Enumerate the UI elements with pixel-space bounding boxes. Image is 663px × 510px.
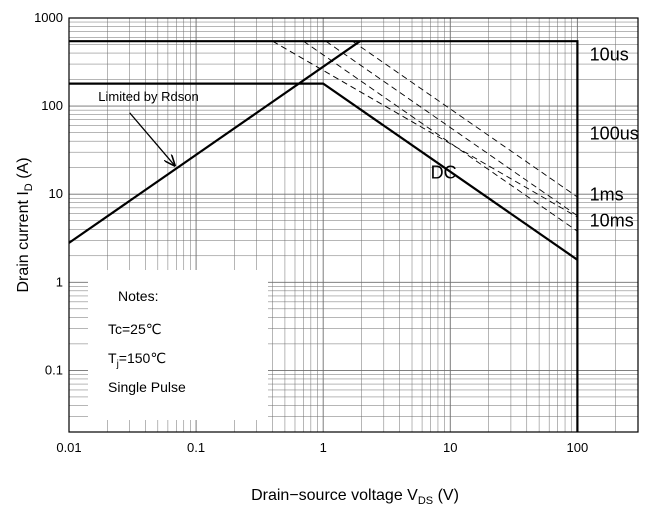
- x-tick-label: 1: [320, 440, 327, 455]
- series-10us-dashed: [272, 40, 578, 218]
- series-dc-line: [69, 82, 579, 261]
- annotations: 10us 100us 1ms 10ms DC Limited by Rdson: [98, 44, 638, 230]
- notes-title: Notes:: [118, 288, 158, 304]
- y-axis-title: Drain current ID (A): [15, 157, 35, 292]
- series-limited-by-rdson-line: [68, 40, 361, 244]
- series-10ms-dashed: [352, 40, 578, 198]
- x-tick-label: 100: [567, 440, 589, 455]
- x-axis-title-unit: (V): [433, 487, 459, 504]
- series-group: [68, 40, 579, 432]
- notes-tj: Tj=150℃: [108, 350, 166, 370]
- x-axis-title-main: Drain−source voltage V: [251, 487, 418, 504]
- x-tick-label: 0.1: [187, 440, 205, 455]
- tick-labels: 0.01 0.1 1 10 100 1000 100 10 1 0.1: [34, 10, 588, 455]
- annotation-10ms: 10ms: [590, 211, 634, 231]
- notes-tj-rest: =150℃: [119, 350, 166, 366]
- annotation-arrow: [129, 112, 175, 166]
- annotation-limited-by-rdson: Limited by Rdson: [98, 89, 198, 104]
- y-axis-title-unit: (A): [15, 157, 32, 183]
- y-tick-label: 0.1: [45, 362, 63, 377]
- annotation-1ms: 1ms: [590, 184, 624, 204]
- notes-tc: Tc=25℃: [108, 321, 161, 337]
- notes-pulse: Single Pulse: [108, 379, 186, 395]
- grid: [68, 17, 639, 433]
- x-tick-label: 0.01: [56, 440, 81, 455]
- x-axis-title: Drain−source voltage VDS (V): [251, 487, 459, 507]
- notes-tj-sub: j: [116, 359, 119, 370]
- y-tick-label: 10: [49, 186, 63, 201]
- series-100us-dashed: [303, 40, 578, 232]
- y-tick-label: 1000: [34, 10, 63, 25]
- x-tick-label: 10: [443, 440, 457, 455]
- series-10us-line: [69, 40, 579, 432]
- annotation-100us: 100us: [590, 123, 639, 143]
- annotation-dc: DC: [431, 163, 457, 183]
- y-tick-label: 100: [41, 98, 63, 113]
- y-tick-label: 1: [56, 274, 63, 289]
- y-axis-title-main: Drain current I: [15, 191, 32, 292]
- plot-frame: [68, 17, 639, 433]
- x-axis-title-sub: DS: [418, 495, 433, 507]
- y-axis-title-sub: D: [23, 183, 35, 191]
- notes-box: [88, 270, 268, 420]
- annotation-10us: 10us: [590, 44, 629, 64]
- notes-tj-main: T: [108, 350, 117, 366]
- series-1ms-dashed: [325, 40, 578, 217]
